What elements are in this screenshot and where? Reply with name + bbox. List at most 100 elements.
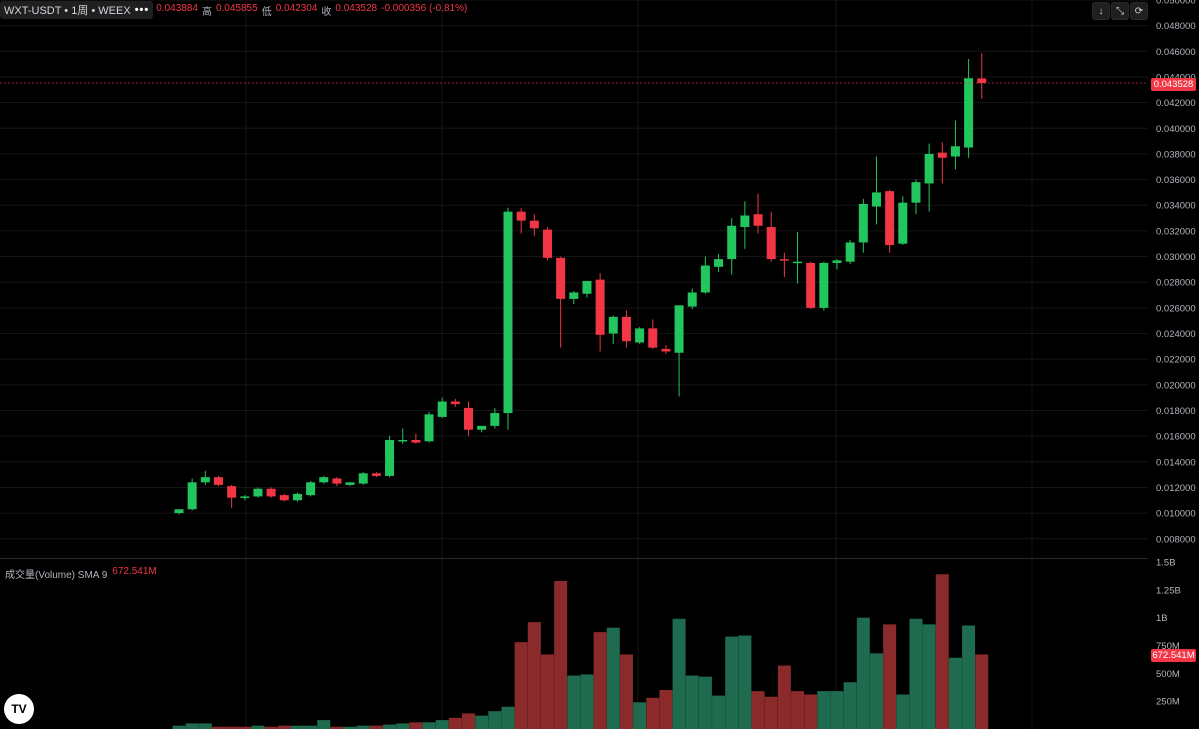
volume-bar [211, 726, 225, 729]
volume-bar [356, 725, 370, 729]
candle-body [806, 262, 816, 308]
price-tick-label: 0.038000 [1156, 149, 1196, 160]
candle-body [253, 488, 263, 497]
price-tick-label: 0.022000 [1156, 355, 1196, 366]
volume-bar [738, 635, 752, 729]
volume-bar [593, 632, 607, 729]
candle-body [503, 211, 513, 414]
volume-bar [777, 665, 791, 729]
candle-body [516, 211, 526, 221]
volume-bar [962, 625, 976, 729]
volume-tick-label: 1B [1156, 613, 1168, 624]
volume-label: 成交量(Volume) SMA 9 [5, 570, 108, 581]
volume-bar [883, 624, 897, 729]
refresh-icon[interactable]: ⟳ [1130, 2, 1148, 20]
price-tick-label: 0.028000 [1156, 278, 1196, 289]
volume-bar [580, 674, 594, 729]
volume-bar [869, 653, 883, 729]
symbol-title[interactable]: WXT-USDT • 1周 • WEEX [4, 5, 131, 17]
volume-bar [948, 657, 962, 729]
volume-tick-label: 1.5B [1156, 558, 1176, 569]
price-tick-label: 0.016000 [1156, 432, 1196, 443]
volume-tick-label: 250M [1156, 697, 1180, 708]
candle-body [358, 473, 368, 484]
candle-body [950, 146, 960, 157]
volume-bar [462, 713, 476, 729]
candle-body [937, 152, 947, 158]
price-tick-label: 0.042000 [1156, 98, 1196, 109]
price-tick-label: 0.008000 [1156, 534, 1196, 545]
volume-bar [422, 722, 436, 729]
price-axis[interactable]: 0.008000 0.010000 0.012000 0.014000 0.016000… [1156, 0, 1196, 545]
volume-bar [383, 724, 397, 729]
volume-bar [922, 624, 936, 729]
volume-bar [725, 636, 739, 729]
candle-body [753, 214, 763, 226]
volume-bar [712, 695, 726, 729]
candle-body [542, 229, 552, 258]
volume-bar [264, 726, 278, 729]
price-tick-label: 0.020000 [1156, 380, 1196, 391]
candle-body [608, 316, 618, 334]
volume-bar [409, 722, 423, 729]
symbol-selector[interactable]: WXT-USDT • 1周 • WEEX ••• [0, 1, 154, 19]
volume-bar [317, 720, 331, 729]
volume-bar [764, 696, 778, 729]
volume-bar [185, 723, 199, 729]
candle-body [464, 407, 474, 430]
volume-bar [501, 706, 515, 729]
volume-bar [330, 726, 344, 729]
volume-bar [198, 723, 212, 729]
candle-body [240, 496, 250, 498]
low-label: 低 [261, 6, 272, 18]
volume-bar [817, 691, 831, 729]
volume-tick-label: 500M [1156, 669, 1180, 680]
candle-body [371, 473, 381, 476]
candle-body [924, 153, 934, 184]
volume-bar [843, 682, 857, 729]
volume-bar [488, 711, 502, 729]
change-value: -0.000356 (-0.81%) [381, 2, 468, 14]
volume-legend: 成交量(Volume) SMA 9 672.541M [5, 566, 157, 581]
volume-bar [804, 694, 818, 729]
candle-body [714, 259, 724, 267]
candle-body [306, 482, 316, 496]
candle-body [885, 191, 895, 246]
tradingview-logo[interactable]: TV [4, 694, 34, 724]
volume-tick-label: 750M [1156, 641, 1180, 652]
candle-body [437, 401, 447, 417]
more-icon[interactable]: ••• [134, 4, 150, 16]
low-value: 0.042304 [275, 2, 318, 14]
candle-body [635, 328, 645, 343]
price-tick-label: 0.012000 [1156, 483, 1196, 494]
price-tick-label: 0.018000 [1156, 406, 1196, 417]
volume-bar [238, 726, 252, 729]
price-tick-label: 0.032000 [1156, 226, 1196, 237]
price-tick-label: 0.024000 [1156, 329, 1196, 340]
volume-bar [527, 622, 541, 729]
volume-bar [909, 618, 923, 729]
price-tick-label: 0.036000 [1156, 175, 1196, 186]
candle-body [740, 215, 750, 228]
candle-body [977, 78, 987, 84]
candle-body [595, 279, 605, 335]
fullscreen-icon[interactable]: ⤡ [1111, 2, 1129, 20]
candle-body [845, 242, 855, 262]
volume-bar [172, 725, 186, 729]
candle-body [727, 225, 737, 260]
volume-tick-label: 1.25B [1156, 585, 1181, 596]
candle-body [621, 316, 631, 342]
candle-body [911, 182, 921, 203]
scroll-down-icon[interactable]: ↓ [1092, 2, 1110, 20]
price-tick-label: 0.046000 [1156, 47, 1196, 58]
ohlc-values: 0.043884 高 0.045855 低 0.042304 收 0.043528 -… [156, 3, 467, 18]
price-tick-label: 0.026000 [1156, 303, 1196, 314]
candle-body [898, 202, 908, 244]
candle-body [661, 348, 671, 352]
volume-value-tag: 672.541M [1151, 649, 1196, 662]
volume-axis[interactable]: 250M 500M 750M 1B 1.25B 1.5B [1156, 558, 1181, 708]
candle-body [964, 78, 974, 148]
close-label: 收 [321, 6, 332, 18]
volume-bar [396, 723, 410, 729]
